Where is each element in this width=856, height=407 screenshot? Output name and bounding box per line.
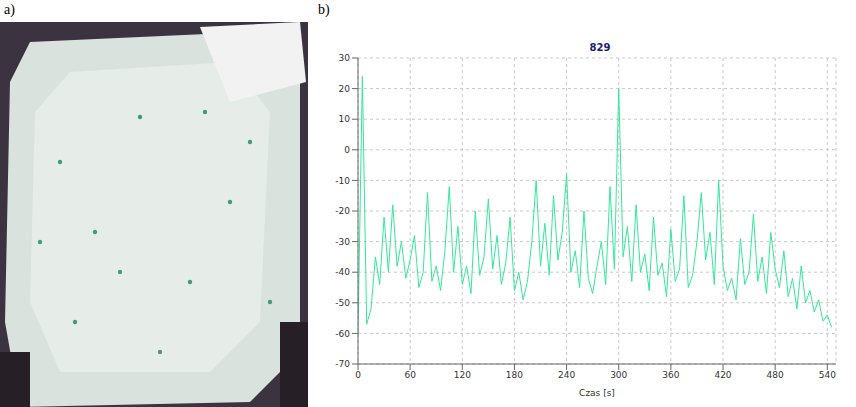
svg-text:300: 300 xyxy=(610,370,627,380)
svg-text:480: 480 xyxy=(767,370,784,380)
svg-text:0: 0 xyxy=(344,145,350,155)
html-text:b): b) xyxy=(318,2,330,17)
svg-text:-60: -60 xyxy=(335,329,350,339)
svg-text:-30: -30 xyxy=(335,237,350,247)
html-text:a): a) xyxy=(4,2,15,17)
svg-text:10: 10 xyxy=(339,114,351,124)
svg-text:420: 420 xyxy=(714,370,731,380)
svg-text:20: 20 xyxy=(339,84,351,94)
svg-text:-40: -40 xyxy=(335,267,350,277)
html-text:829: 829 xyxy=(589,42,611,53)
svg-text:240: 240 xyxy=(558,370,575,380)
svg-text:30: 30 xyxy=(339,53,351,63)
svg-text:-50: -50 xyxy=(335,298,350,308)
svg-text:0: 0 xyxy=(355,370,361,380)
svg-text:Czas [s]: Czas [s] xyxy=(579,388,615,398)
svg-text:540: 540 xyxy=(819,370,836,380)
svg-text:360: 360 xyxy=(662,370,679,380)
svg-text:-10: -10 xyxy=(335,176,350,186)
svg-text:180: 180 xyxy=(506,370,523,380)
svg-text:-70: -70 xyxy=(335,359,350,369)
svg-text:120: 120 xyxy=(454,370,471,380)
svg-text:60: 60 xyxy=(404,370,416,380)
svg-text:-20: -20 xyxy=(335,206,350,216)
